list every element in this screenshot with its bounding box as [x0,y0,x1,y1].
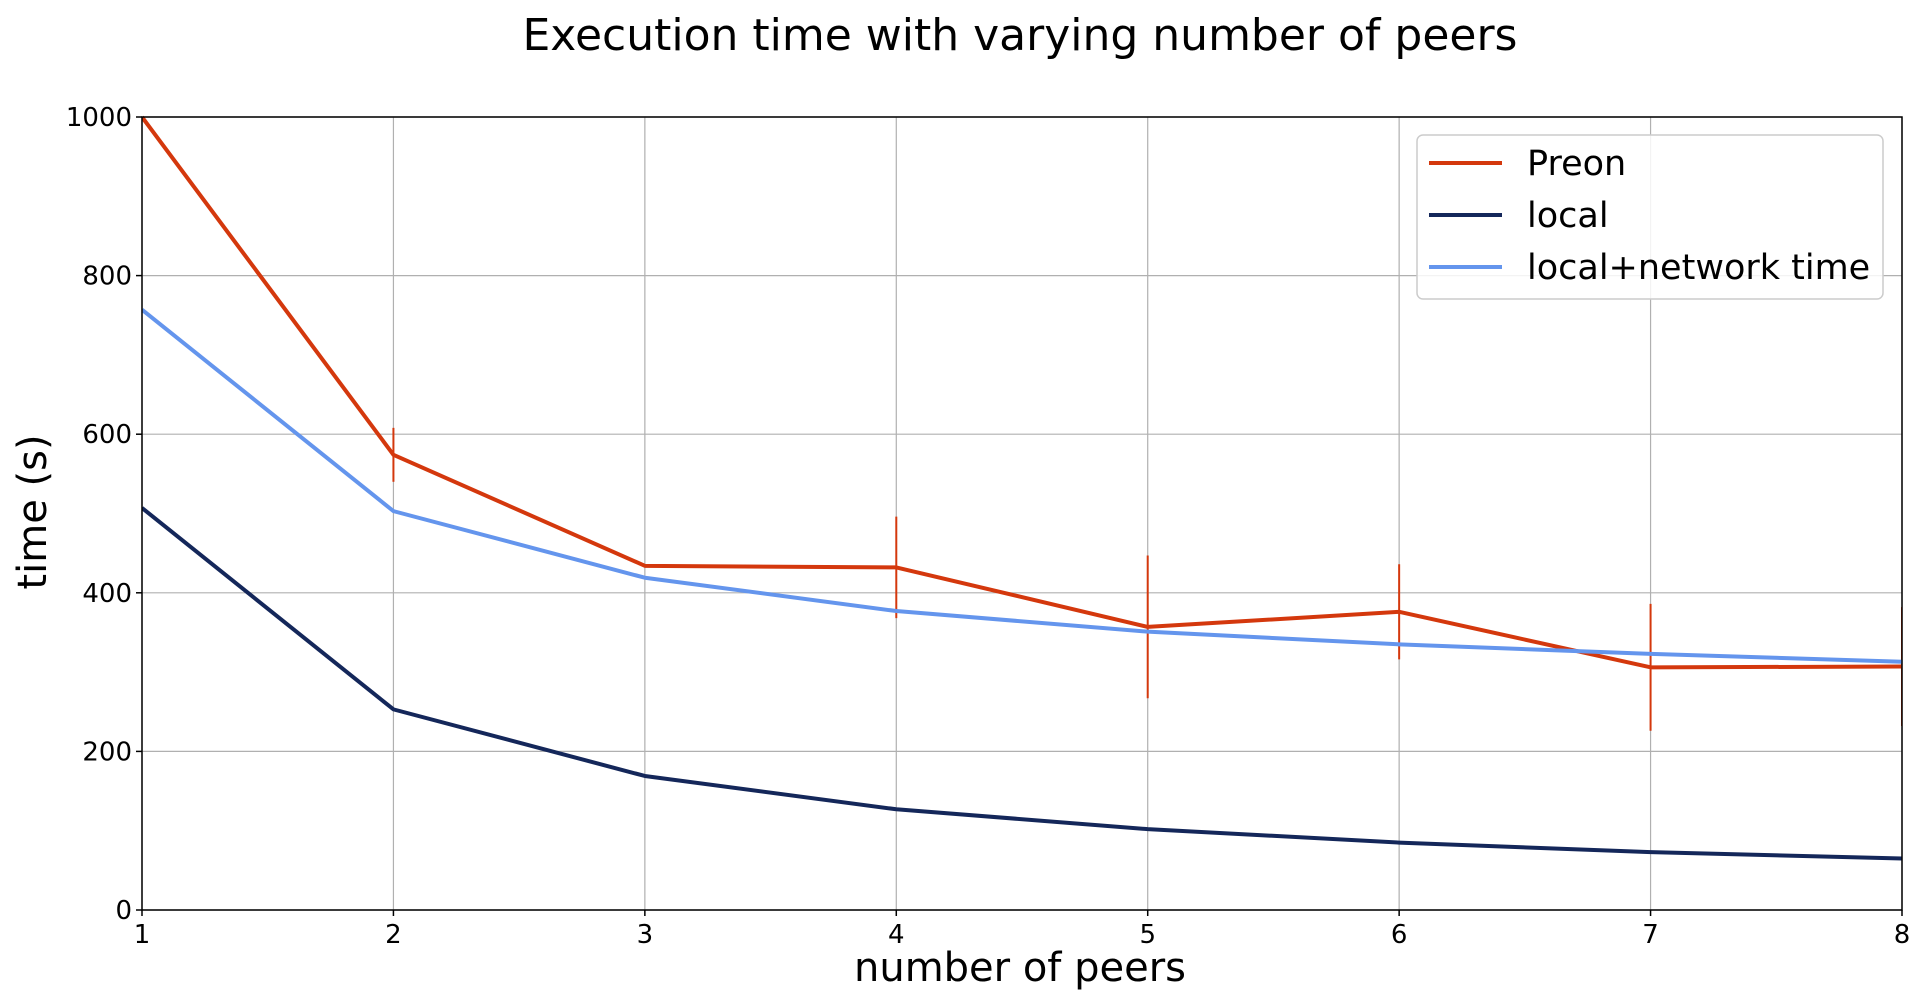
legend-item-preon: Preon [1429,144,1626,184]
legend-label: Preon [1527,144,1626,184]
legend: Preon local local+network time [1416,134,1884,300]
y-tick-label: 0 [115,896,132,926]
x-tick-label: 6 [1391,920,1408,950]
series-line-local [142,506,1902,861]
series-line-local-network-time [142,308,1902,664]
chart-title: Execution time with varying number of pe… [523,10,1518,61]
legend-label: local [1527,196,1609,236]
y-tick-label: 400 [82,579,132,609]
legend-label: local+network time [1527,248,1870,288]
x-tick-label: 7 [1642,920,1659,950]
legend-item-local-network-time: local+network time [1429,248,1870,288]
x-axis-ticks: 1 2 3 4 5 6 7 8 [134,910,1911,950]
x-tick-label: 8 [1894,920,1911,950]
y-tick-label: 200 [82,737,132,767]
y-axis-label: time (s) [10,434,56,589]
y-tick-label: 600 [82,420,132,450]
plot-frame [141,116,1903,911]
legend-box [1416,134,1884,300]
y-axis-ticks: 0 200 400 600 800 1000 [66,103,142,926]
series-local-network-time [142,308,1902,664]
x-tick-label: 5 [1139,920,1156,950]
x-tick-label: 4 [888,920,905,950]
legend-item-local: local [1429,196,1609,236]
x-tick-label: 1 [134,920,151,950]
series-group [142,115,1902,861]
x-axis-label: number of peers [854,945,1186,991]
x-tick-label: 3 [637,920,654,950]
series-local [142,506,1902,861]
y-tick-label: 1000 [66,103,132,133]
y-tick-label: 800 [82,262,132,292]
x-tick-label: 2 [385,920,402,950]
series-line-preon [142,115,1902,670]
